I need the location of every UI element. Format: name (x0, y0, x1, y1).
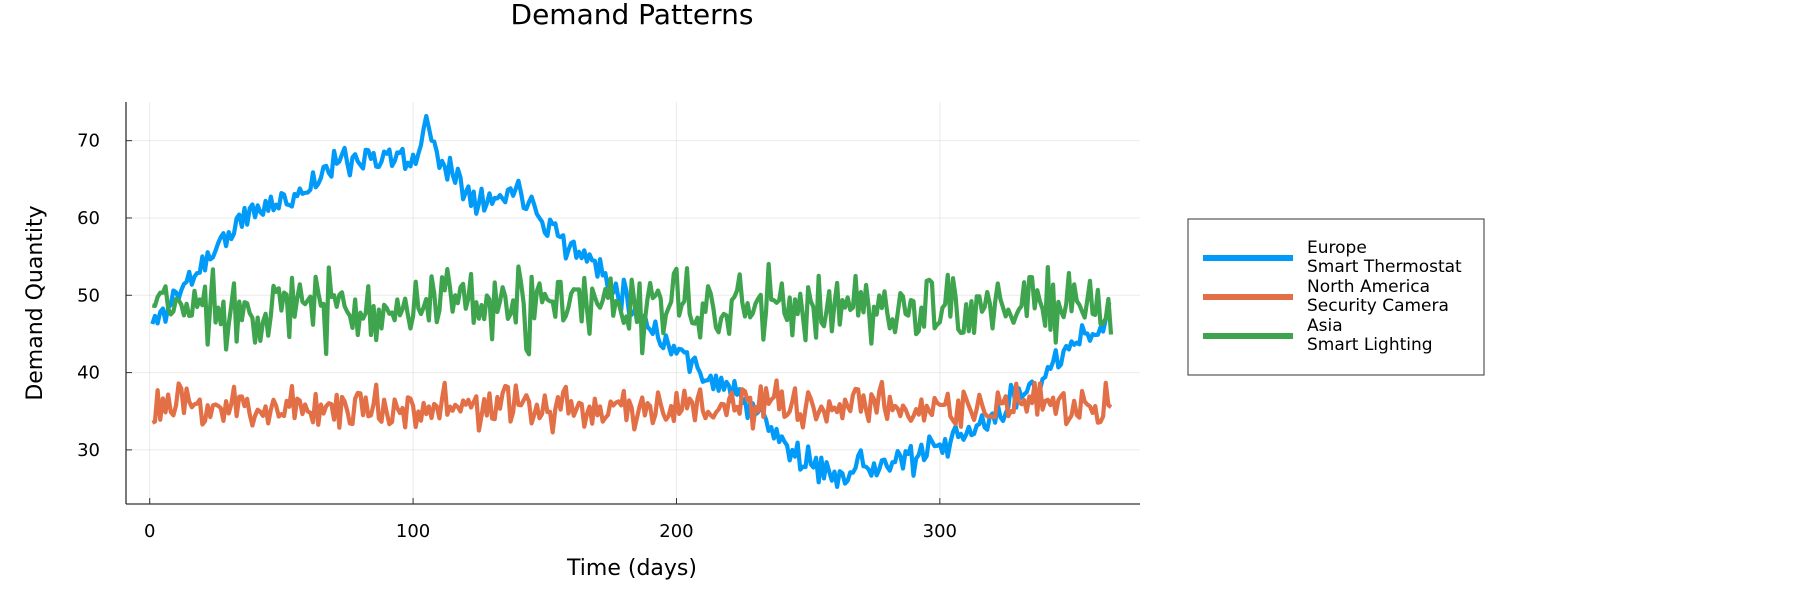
x-tick-label: 200 (659, 521, 693, 542)
x-axis-label: Time (days) (566, 556, 697, 581)
x-tick-label: 100 (396, 521, 430, 542)
x-tick-label: 0 (144, 521, 155, 542)
legend-label-2: Security Camera (1307, 296, 1449, 316)
y-tick-label: 30 (77, 440, 100, 461)
legend-label-2: North America (1307, 277, 1430, 297)
chart-title: Demand Patterns (511, 0, 754, 31)
series-layer (150, 113, 1114, 489)
y-tick-label: 70 (77, 131, 100, 152)
axes (125, 102, 1140, 505)
series-line-3 (151, 261, 1114, 357)
legend-label-1: Europe (1307, 238, 1367, 258)
series-line-2 (151, 378, 1113, 435)
y-tick-label: 60 (77, 208, 100, 229)
legend-label-3: Smart Lighting (1307, 335, 1433, 355)
y-tick-label: 50 (77, 285, 100, 306)
legend-label-1: Smart Thermostat (1307, 257, 1462, 277)
legend-label-3: Asia (1307, 316, 1343, 336)
tick-labels: 0 100 200 300 30 40 50 60 70 (77, 131, 957, 542)
x-tick-label: 300 (923, 521, 957, 542)
legend-box (1187, 218, 1485, 376)
y-axis-label: Demand Quantity (23, 205, 48, 400)
y-tick-label: 40 (77, 363, 100, 384)
